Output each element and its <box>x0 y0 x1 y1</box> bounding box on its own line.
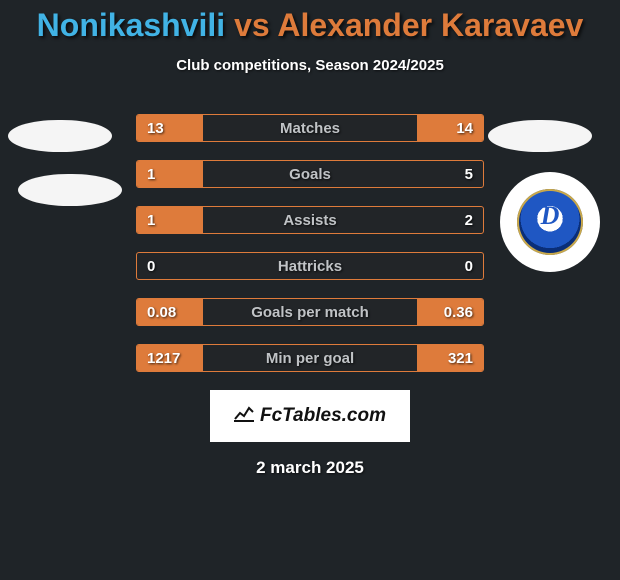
team-left-logo-placeholder-1 <box>8 120 112 152</box>
vs-separator: vs <box>225 7 277 43</box>
team-right-logo-placeholder <box>488 120 592 152</box>
stat-row: 0.080.36Goals per match <box>136 298 484 326</box>
stat-row: 00Hattricks <box>136 252 484 280</box>
stat-label: Assists <box>137 207 483 234</box>
comparison-card: Nonikashvili vs Alexander Karavaev Club … <box>0 0 620 580</box>
chart-icon <box>234 405 254 428</box>
player-right-name: Alexander Karavaev <box>277 7 583 43</box>
stat-row: 12Assists <box>136 206 484 234</box>
date-label: 2 march 2025 <box>0 458 620 478</box>
stat-row: 1314Matches <box>136 114 484 142</box>
stat-row: 15Goals <box>136 160 484 188</box>
stat-label: Matches <box>137 115 483 142</box>
team-right-crest <box>500 172 600 272</box>
source-label: FcTables.com <box>260 405 386 427</box>
stats-table: 1314Matches 15Goals 12Assists 00Hattricks 0.… <box>136 114 484 372</box>
subtitle: Club competitions, Season 2024/2025 <box>0 57 620 74</box>
player-left-name: Nonikashvili <box>37 7 226 43</box>
stat-label: Min per goal <box>137 345 483 372</box>
dynamo-crest-icon <box>517 189 583 255</box>
team-left-logo-placeholder-2 <box>18 174 122 206</box>
page-title: Nonikashvili vs Alexander Karavaev <box>0 0 620 43</box>
stat-label: Goals per match <box>137 299 483 326</box>
stat-row: 1217321Min per goal <box>136 344 484 372</box>
stat-label: Hattricks <box>137 253 483 280</box>
source-badge: FcTables.com <box>210 390 410 442</box>
stat-label: Goals <box>137 161 483 188</box>
